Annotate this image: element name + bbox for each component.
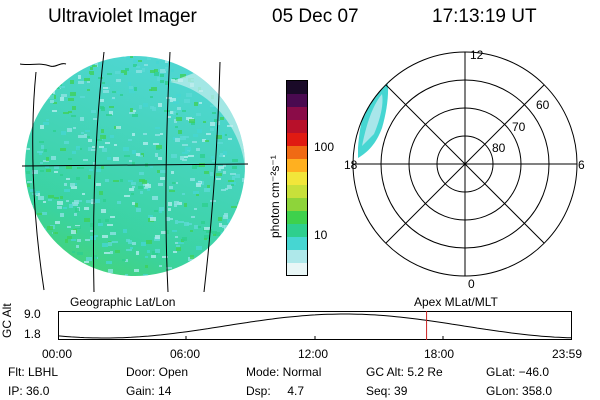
time-tick-0600: 06:00 <box>170 347 201 361</box>
colorbar-cell <box>286 184 308 198</box>
color-scale-bar <box>286 80 308 276</box>
mlat-label-60: 60 <box>536 98 550 112</box>
altitude-orbit-plot <box>58 311 572 340</box>
colorbar-cell <box>286 80 308 94</box>
dsp-value: Dsp: 4.7 <box>246 384 305 398</box>
time-tick-2359: 23:59 <box>552 347 583 361</box>
left-panel-caption: Geographic Lat/Lon <box>70 295 176 309</box>
colorbar-cell <box>286 262 308 276</box>
colorbar-cell <box>286 145 308 159</box>
time-tick-1800: 18:00 <box>424 347 455 361</box>
polar-mlat-mlt-plot <box>352 51 578 277</box>
mlt-label-0: 0 <box>468 277 475 291</box>
mlt-label-6: 6 <box>578 158 585 172</box>
filter-value: Flt: LBHL <box>8 365 59 379</box>
colorbar-cell <box>286 158 308 172</box>
colorbar-cell <box>286 197 308 211</box>
ip-value: IP: 36.0 <box>8 384 50 398</box>
colorbar-cell <box>286 106 308 120</box>
mlt-label-18: 18 <box>344 158 358 172</box>
colorbar-cell <box>286 249 308 263</box>
colorbar-unit-label: photon cm⁻²s⁻¹ <box>268 155 282 238</box>
uv-emission-disk <box>25 56 245 276</box>
colorbar-cell <box>286 171 308 185</box>
right-panel-caption: Apex MLat/MLT <box>414 295 498 309</box>
colorbar-cell <box>286 236 308 250</box>
altitude-axis-label: GC Alt <box>0 303 14 338</box>
orbit-altitude-curve <box>58 313 572 339</box>
mlt-label-12: 12 <box>470 48 484 62</box>
colorbar-tick-100: 100 <box>314 140 335 154</box>
observation-date: 05 Dec 07 <box>272 6 359 27</box>
colorbar-tick-10: 10 <box>314 228 328 242</box>
geographic-longitude: GLon: 358.0 <box>486 384 553 398</box>
alt-tick-1-8: 1.8 <box>24 327 41 341</box>
mlat-label-80: 80 <box>492 141 506 155</box>
geographic-image <box>20 52 249 292</box>
mlat-label-70: 70 <box>512 120 526 134</box>
time-tick-1200: 12:00 <box>298 347 329 361</box>
lat-lon-grid <box>20 52 249 292</box>
gc-altitude-value: GC Alt: 5.2 Re <box>366 365 443 379</box>
mode-value: Mode: Normal <box>246 365 322 379</box>
gain-value: Gain: 14 <box>126 384 172 398</box>
colorbar-cell <box>286 210 308 224</box>
observation-time: 17:13:19 UT <box>432 6 537 27</box>
colorbar-cell <box>286 132 308 146</box>
colorbar-cell <box>286 119 308 133</box>
door-status: Door: Open <box>126 365 189 379</box>
alt-tick-9: 9.0 <box>24 307 41 321</box>
colorbar-cell <box>286 93 308 107</box>
app-title: Ultraviolet Imager <box>48 6 197 27</box>
colorbar-cell <box>286 223 308 237</box>
time-tick-0000: 00:00 <box>42 347 73 361</box>
geographic-latitude: GLat: −46.0 <box>486 365 550 379</box>
sequence-value: Seq: 39 <box>366 384 408 398</box>
